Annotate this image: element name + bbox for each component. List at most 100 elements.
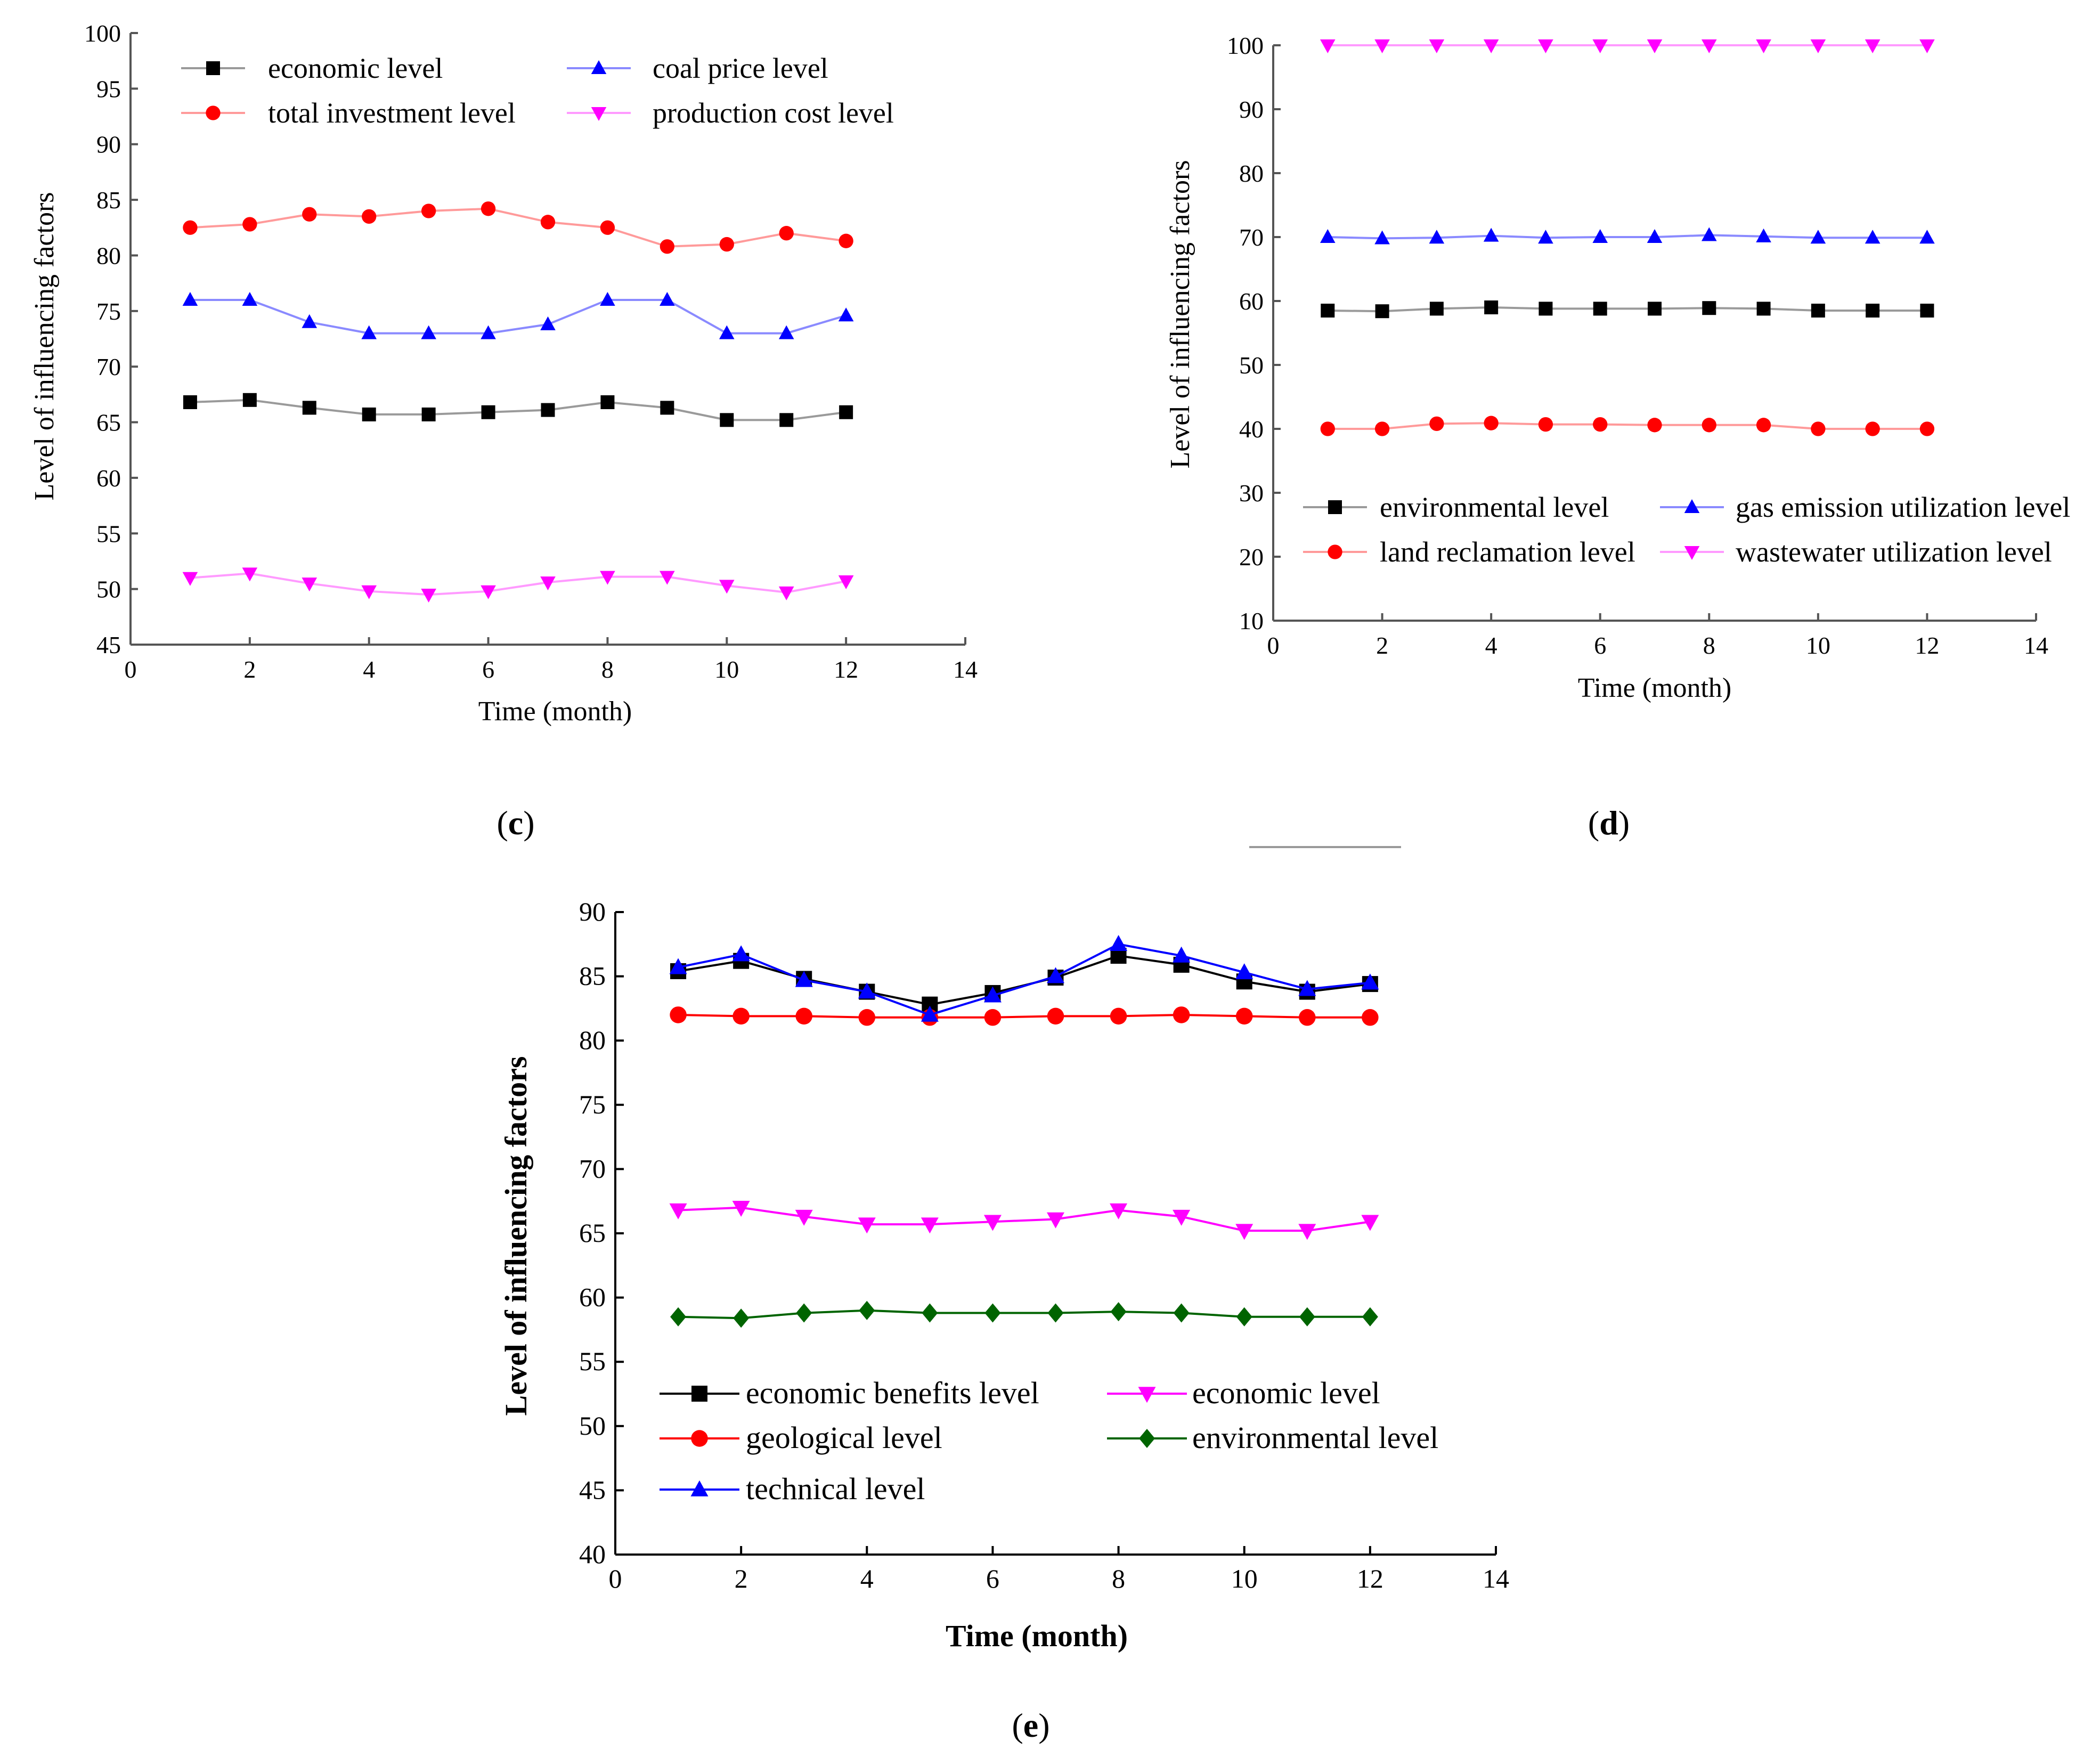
data-point bbox=[1483, 227, 1499, 242]
y-tick-label: 60 bbox=[96, 465, 121, 492]
series-line bbox=[190, 398, 846, 421]
data-point bbox=[541, 403, 555, 417]
data-point bbox=[421, 325, 436, 339]
data-point bbox=[361, 585, 377, 599]
data-point bbox=[779, 413, 794, 427]
data-point bbox=[1701, 227, 1717, 241]
data-point bbox=[1110, 935, 1128, 951]
data-point bbox=[1484, 300, 1499, 314]
data-point bbox=[1173, 946, 1191, 963]
legend-item: environmental level bbox=[1303, 491, 1609, 523]
data-point bbox=[540, 576, 556, 591]
data-point bbox=[733, 1308, 750, 1328]
y-tick-label: 45 bbox=[96, 631, 121, 658]
y-tick-label: 70 bbox=[1239, 224, 1264, 251]
data-point bbox=[1320, 39, 1336, 53]
data-point bbox=[1756, 418, 1771, 433]
data-point bbox=[1866, 304, 1880, 318]
y-tick-label: 100 bbox=[84, 20, 121, 47]
data-point bbox=[481, 585, 496, 599]
y-tick-label: 90 bbox=[579, 897, 606, 926]
data-point bbox=[302, 207, 317, 222]
data-point bbox=[1375, 304, 1389, 319]
data-point bbox=[858, 1009, 876, 1026]
data-point bbox=[670, 1006, 687, 1023]
data-point bbox=[362, 209, 377, 224]
series-line bbox=[190, 572, 846, 596]
x-tick-label: 8 bbox=[601, 656, 614, 683]
data-point bbox=[1374, 39, 1390, 53]
legend-label: wastewater utilization level bbox=[1736, 536, 2052, 568]
data-point bbox=[1298, 980, 1316, 996]
y-tick-label: 50 bbox=[1239, 352, 1264, 379]
data-point bbox=[839, 405, 853, 419]
legend-item: total investment level bbox=[181, 97, 516, 129]
data-point bbox=[1110, 1203, 1128, 1219]
y-tick-label: 55 bbox=[96, 520, 121, 547]
data-point bbox=[1647, 39, 1663, 53]
series-geological-level bbox=[670, 1006, 1379, 1026]
legend-label: economic benefits level bbox=[746, 1376, 1039, 1410]
data-point bbox=[1919, 230, 1935, 244]
data-point bbox=[1593, 302, 1607, 316]
data-point bbox=[183, 395, 197, 409]
data-point bbox=[1047, 967, 1064, 983]
x-tick-label: 6 bbox=[482, 656, 494, 683]
legend-marker bbox=[1684, 499, 1700, 514]
data-point bbox=[839, 233, 853, 248]
data-point bbox=[660, 239, 675, 254]
legend-label: technical level bbox=[746, 1471, 925, 1506]
series-production-cost-level bbox=[182, 567, 854, 603]
series-line bbox=[678, 943, 1371, 1016]
legend-item: technical level bbox=[660, 1471, 925, 1506]
y-tick-label: 20 bbox=[1239, 543, 1264, 571]
data-point bbox=[921, 1005, 939, 1022]
data-point bbox=[1647, 229, 1663, 243]
x-tick-label: 2 bbox=[735, 1564, 748, 1593]
data-point bbox=[838, 307, 854, 322]
data-point bbox=[1173, 1209, 1191, 1226]
series-line bbox=[678, 1206, 1371, 1232]
data-point bbox=[1374, 230, 1390, 245]
y-tick-label: 85 bbox=[96, 186, 121, 214]
data-point bbox=[1362, 1009, 1379, 1026]
data-point bbox=[302, 401, 316, 415]
legend-label: geological level bbox=[746, 1420, 942, 1455]
data-point bbox=[1920, 304, 1934, 318]
panel-label-d: (d) bbox=[1588, 804, 1630, 842]
data-point bbox=[984, 1303, 1001, 1323]
legend-item: environmental level bbox=[1107, 1420, 1438, 1455]
data-point bbox=[481, 201, 496, 216]
legend-label: coal price level bbox=[653, 52, 828, 84]
data-point bbox=[1320, 421, 1335, 436]
data-point bbox=[302, 577, 318, 592]
data-point bbox=[1538, 417, 1553, 432]
data-point bbox=[242, 567, 258, 582]
data-point bbox=[795, 1007, 812, 1025]
data-point bbox=[1484, 416, 1499, 430]
data-point bbox=[1483, 39, 1499, 53]
x-tick-label: 8 bbox=[1703, 632, 1715, 659]
data-point bbox=[660, 571, 675, 585]
data-point bbox=[1702, 301, 1716, 315]
y-tick-label: 70 bbox=[579, 1153, 606, 1183]
legend-marker bbox=[1139, 1429, 1155, 1448]
legend-marker bbox=[1328, 544, 1342, 559]
y-axis-title: Level of influencing factors bbox=[29, 192, 60, 501]
series-line bbox=[1328, 422, 1927, 430]
y-tick-label: 60 bbox=[1239, 288, 1264, 315]
legend-label: environmental level bbox=[1380, 491, 1609, 523]
y-axis-title: Level of influencing factors bbox=[1165, 160, 1195, 469]
data-point bbox=[796, 1303, 812, 1323]
data-point bbox=[1810, 230, 1826, 244]
series-economic-level bbox=[183, 393, 853, 427]
y-tick-label: 80 bbox=[96, 242, 121, 269]
x-tick-label: 10 bbox=[1806, 632, 1830, 659]
data-point bbox=[1235, 1007, 1253, 1025]
y-tick-label: 65 bbox=[96, 409, 121, 436]
data-point bbox=[669, 1203, 687, 1219]
data-point bbox=[1047, 1303, 1064, 1323]
data-point bbox=[1047, 1007, 1064, 1025]
y-tick-label: 70 bbox=[96, 353, 121, 380]
